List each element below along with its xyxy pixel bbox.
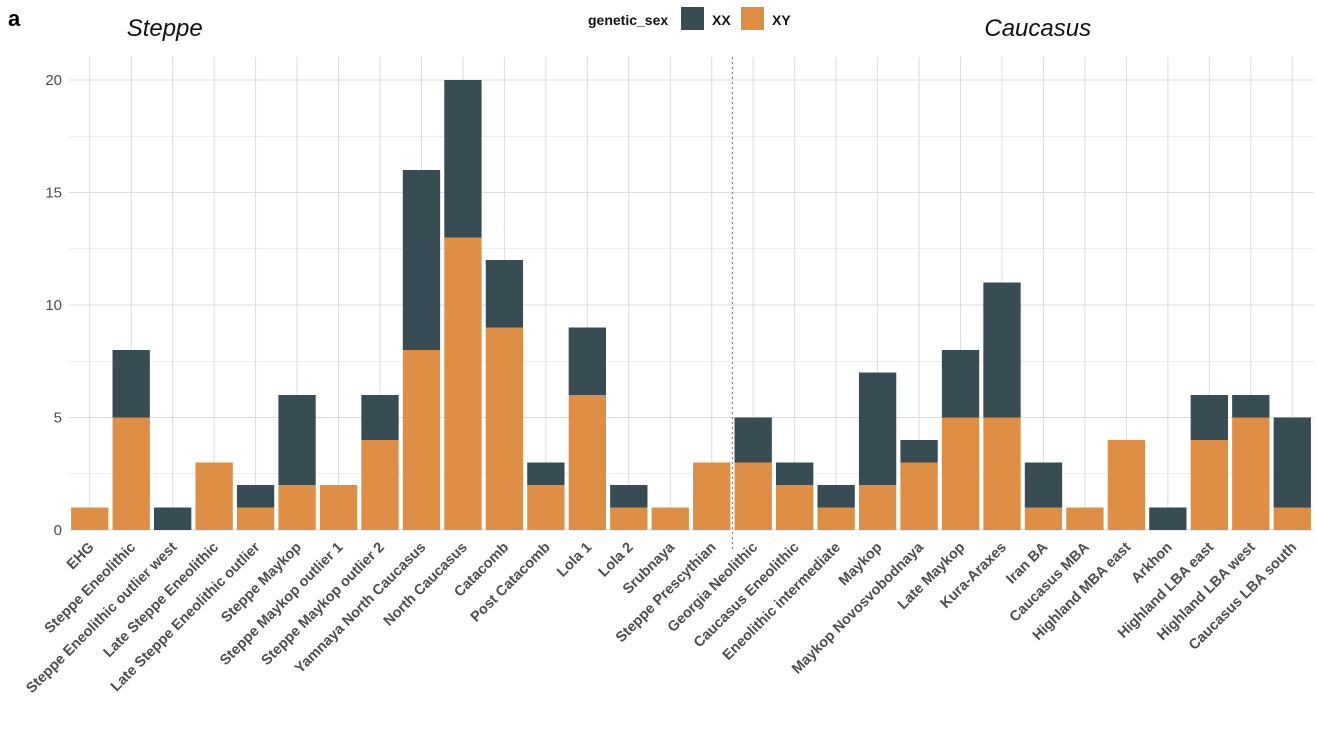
- bar-xx: [485, 260, 524, 328]
- x-tick-label: Lola 2: [596, 540, 637, 581]
- bar-xy: [817, 507, 855, 530]
- bar-xy: [693, 462, 731, 530]
- bar-xy: [734, 462, 772, 530]
- y-tick-label: 0: [54, 522, 62, 539]
- bar-xy: [527, 485, 565, 530]
- legend-label-xy: XY: [772, 12, 791, 28]
- bar-xy: [900, 462, 938, 530]
- bar-xx: [1232, 395, 1270, 418]
- legend: genetic_sex XX XY: [588, 7, 791, 30]
- bar-xx: [1273, 417, 1311, 508]
- bar-xy: [776, 485, 814, 530]
- x-tick-label: Lola 1: [554, 540, 595, 581]
- bar-xy: [402, 350, 441, 530]
- bar-xy: [1066, 507, 1104, 530]
- x-tick-label: EHG: [64, 540, 98, 574]
- legend-key-xy: [741, 7, 764, 30]
- bar-xx: [527, 462, 565, 485]
- bar-xx: [858, 372, 897, 485]
- bar-xy: [1232, 417, 1270, 530]
- bar-xx: [817, 485, 855, 508]
- bar-xy: [71, 507, 109, 530]
- bar-xx: [444, 80, 482, 238]
- bar-xy: [319, 485, 358, 530]
- bar-xy: [1024, 507, 1063, 530]
- bar-xy: [236, 507, 275, 530]
- bar-xx: [776, 462, 814, 485]
- bar-xy: [1273, 507, 1311, 530]
- bar-xx: [236, 485, 275, 508]
- bar-xy: [361, 440, 399, 530]
- bar-xx: [1190, 395, 1228, 440]
- bar-xx: [361, 395, 399, 440]
- x-tick-label: Post Catacomb: [468, 539, 554, 625]
- bar-xx: [610, 485, 648, 508]
- bar-xy: [195, 462, 233, 530]
- legend-title: genetic_sex: [588, 12, 668, 28]
- bar-xy: [858, 485, 897, 530]
- bar-xx: [112, 350, 150, 418]
- bar-xx: [1024, 462, 1063, 508]
- bar-xx: [278, 395, 316, 485]
- bar-xx: [402, 170, 441, 350]
- bar-xy: [278, 485, 316, 530]
- bars-layer: [71, 80, 1311, 530]
- y-tick-label: 10: [45, 297, 62, 314]
- bar-xx: [1149, 507, 1187, 530]
- legend-label-xx: XX: [712, 12, 731, 28]
- group-title: Caucasus: [984, 15, 1091, 42]
- legend-key-xx: [681, 7, 704, 30]
- bar-xx: [154, 507, 192, 530]
- bar-xy: [651, 507, 689, 530]
- bar-xy: [941, 417, 980, 530]
- bar-xy: [568, 395, 606, 530]
- y-tick-label: 5: [54, 410, 62, 427]
- bar-xy: [1190, 440, 1228, 530]
- bar-xy: [485, 327, 524, 530]
- panel-label: a: [8, 6, 21, 31]
- y-tick-label: 20: [45, 72, 62, 89]
- bar-xy: [610, 507, 648, 530]
- x-tick-label: Late Steppe Eneolithic outlier: [108, 539, 264, 695]
- bar-xx: [941, 350, 980, 418]
- bar-xy: [112, 417, 150, 530]
- y-tick-label: 15: [45, 185, 62, 202]
- bar-xx: [568, 327, 606, 395]
- group-title: Steppe: [127, 15, 203, 42]
- bar-xy: [444, 237, 482, 530]
- x-tick-label: Steppe Eneolithic outlier west: [23, 539, 180, 696]
- bar-xy: [983, 417, 1021, 530]
- bar-xx: [900, 440, 938, 463]
- bar-xx: [983, 282, 1021, 418]
- bar-xx: [734, 417, 772, 463]
- bar-xy: [1107, 440, 1146, 530]
